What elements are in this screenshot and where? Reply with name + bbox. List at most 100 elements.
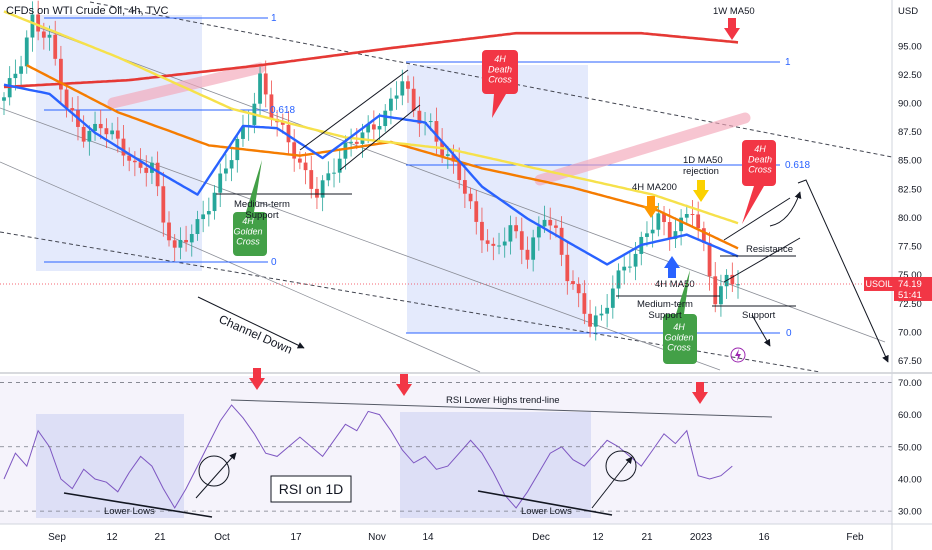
candle <box>622 256 627 285</box>
candle <box>206 197 211 227</box>
rsi-peak-arrow-1-icon <box>249 368 265 390</box>
channel-mid-line-2 <box>0 107 721 371</box>
price-tick-label: 80.00 <box>898 213 922 224</box>
flag-line-2a <box>723 197 791 241</box>
projection-big-arrow <box>797 179 889 363</box>
candle <box>144 155 149 187</box>
candle <box>229 147 234 182</box>
candle <box>64 82 69 118</box>
death-cross-badge-1: 4H Death Cross <box>482 50 518 118</box>
candle <box>599 304 604 321</box>
rsi-axis-ticks: 70.00 60.00 50.00 40.00 30.00 <box>898 378 922 518</box>
candle <box>582 280 587 325</box>
candle <box>2 92 6 116</box>
rsi-breakout-arrow-2 <box>591 456 633 509</box>
rsi-series-line <box>3 404 733 509</box>
candle <box>53 20 58 66</box>
projection-support-arrow <box>751 314 771 347</box>
rsi-tick-label: 60.00 <box>898 410 922 421</box>
time-tick-label: 21 <box>154 532 166 543</box>
chart-title: CFDs on WTI Crude Oil, 4h, TVC <box>6 5 168 17</box>
candle <box>514 216 518 239</box>
candle <box>684 204 689 225</box>
candle <box>605 294 610 328</box>
candle <box>571 270 575 290</box>
candle <box>480 207 484 253</box>
candle <box>417 96 422 137</box>
candle <box>58 45 63 104</box>
fib-label-1-left: 1 <box>271 13 277 24</box>
candle <box>565 240 570 295</box>
candle <box>93 111 97 141</box>
death-cross-label-2: 4H Death Cross <box>748 144 772 175</box>
candle <box>201 200 206 233</box>
channel-mid-line-3 <box>0 161 481 373</box>
price-tag[interactable]: USOIL 74.19 51:41 <box>864 276 932 301</box>
candle <box>19 55 23 87</box>
time-axis-ticks: Sep 12 21 Oct 17 Nov 14 Dec 12 21 2023 16 Feb <box>48 532 864 543</box>
time-tick-label: Dec <box>532 532 550 543</box>
pink-band-2 <box>534 112 751 186</box>
price-tick-label: 90.00 <box>898 99 922 110</box>
price-tick-label: 75.00 <box>898 270 922 281</box>
medium-support-label-1: Medium-term Support <box>234 199 290 221</box>
candle <box>548 207 553 240</box>
ma50-daily-arrow-icon <box>693 180 709 202</box>
candle <box>178 227 183 260</box>
candle <box>36 0 41 41</box>
candle <box>258 66 262 116</box>
candle <box>30 1 35 52</box>
rsi-lower-lows-label-2: Lower Lows <box>521 506 572 517</box>
candle <box>656 202 661 237</box>
time-tick-label: Oct <box>214 532 230 543</box>
resistance-label: Resistance <box>746 244 793 255</box>
candle <box>627 252 632 273</box>
candle <box>337 148 342 183</box>
rsi-tick-label: 50.00 <box>898 442 922 453</box>
ma50-4h-arrow-icon <box>664 256 680 278</box>
moving-averages <box>3 10 739 266</box>
candle <box>576 277 581 308</box>
fib-label-618-right: 0.618 <box>785 160 810 171</box>
candle <box>531 229 536 272</box>
ma200-label: 4H MA200 <box>632 182 677 193</box>
golden-cross-badge-1: 4H Golden Cross <box>233 160 267 256</box>
fib-label-618-left: 0.618 <box>270 105 295 116</box>
ma-4h-50-line <box>3 83 739 266</box>
candle <box>400 69 405 106</box>
candles <box>2 0 740 341</box>
rsi-tick-label: 30.00 <box>898 507 922 518</box>
candle <box>349 128 353 157</box>
candle <box>474 189 479 235</box>
candle <box>98 109 103 140</box>
candle <box>508 215 513 255</box>
candle <box>326 161 331 187</box>
candle <box>519 217 524 265</box>
candle <box>161 171 166 237</box>
fib-label-0-left: 0 <box>271 257 277 268</box>
rsi-line <box>0 382 892 512</box>
support-label: Support <box>742 310 776 321</box>
rsi-panel-label: RSI on 1D <box>279 481 344 497</box>
price-tag-symbol-box <box>864 276 894 291</box>
candle <box>280 113 285 134</box>
candle <box>736 270 740 299</box>
candle <box>497 232 501 255</box>
rsi-lower-lows-label-1: Lower Lows <box>104 506 155 517</box>
candle <box>406 75 410 103</box>
rsi-trend-line <box>230 399 773 418</box>
ma-1d-50-line <box>3 10 739 225</box>
price-tick-label: 67.50 <box>898 356 922 367</box>
candle <box>536 216 541 251</box>
price-tick-label: 85.00 <box>898 156 922 167</box>
candle <box>184 225 188 252</box>
rsi-box-1 <box>36 414 184 518</box>
price-tick-label: 87.50 <box>898 127 922 138</box>
candle <box>662 206 666 236</box>
rsi-tick-label: 70.00 <box>898 378 922 389</box>
candle <box>132 151 137 177</box>
fib-label-0-right: 0 <box>786 328 792 339</box>
ma-1w-50-line <box>3 31 739 89</box>
alert-lightning-icon[interactable] <box>730 347 746 363</box>
flag-line-1a <box>299 69 409 151</box>
